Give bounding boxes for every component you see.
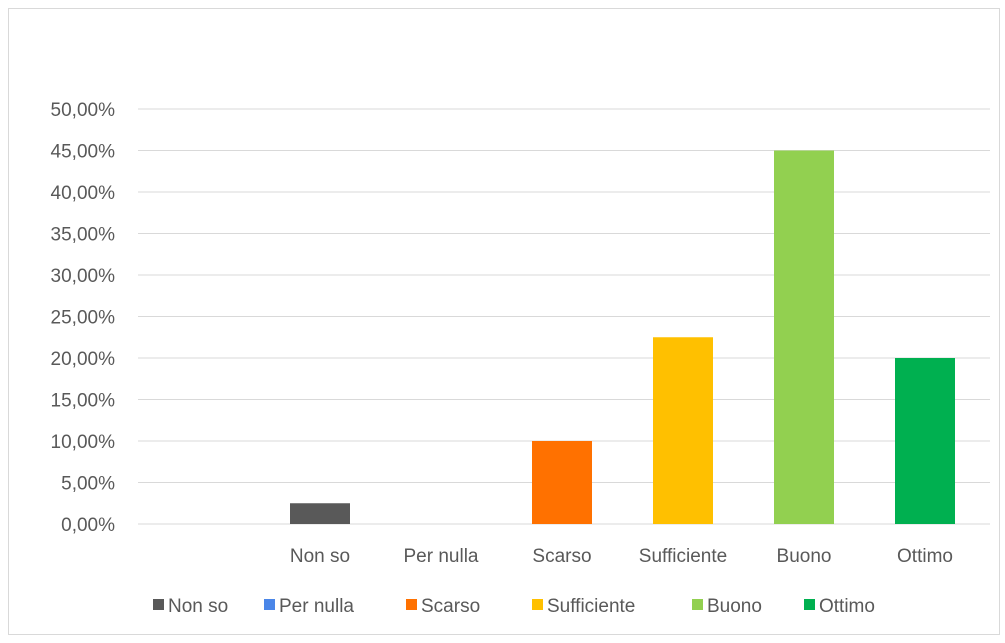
legend-label: Sufficiente xyxy=(547,596,635,617)
bar-ottimo xyxy=(895,358,955,524)
legend-swatch xyxy=(153,599,164,610)
chart-frame xyxy=(8,8,1000,635)
x-tick-label: Buono xyxy=(777,546,832,567)
y-tick-label: 20,00% xyxy=(51,349,116,370)
y-tick-label: 25,00% xyxy=(51,308,116,329)
legend-swatch xyxy=(804,599,815,610)
bar-buono xyxy=(774,150,834,524)
y-tick-label: 0,00% xyxy=(61,515,115,536)
y-tick-label: 10,00% xyxy=(51,432,116,453)
bar-non-so xyxy=(290,503,350,524)
y-tick-label: 45,00% xyxy=(51,142,116,163)
x-tick-label: Scarso xyxy=(532,546,591,567)
x-tick-label: Sufficiente xyxy=(639,546,727,567)
y-tick-label: 35,00% xyxy=(51,225,116,246)
legend-label: Scarso xyxy=(421,596,480,617)
y-tick-label: 40,00% xyxy=(51,183,116,204)
x-tick-label: Ottimo xyxy=(897,546,953,567)
x-tick-label: Non so xyxy=(290,546,350,567)
y-tick-label: 30,00% xyxy=(51,266,116,287)
legend-label: Ottimo xyxy=(819,596,875,617)
legend-swatch xyxy=(406,599,417,610)
legend-label: Per nulla xyxy=(279,596,354,617)
legend-swatch xyxy=(264,599,275,610)
y-tick-label: 5,00% xyxy=(61,474,115,495)
legend-label: Non so xyxy=(168,596,228,617)
x-tick-label: Per nulla xyxy=(404,546,479,567)
legend-swatch xyxy=(532,599,543,610)
bar-scarso xyxy=(532,441,592,524)
y-tick-label: 15,00% xyxy=(51,391,116,412)
y-tick-label: 50,00% xyxy=(51,100,116,121)
legend-label: Buono xyxy=(707,596,762,617)
bar-sufficiente xyxy=(653,337,713,524)
legend-swatch xyxy=(692,599,703,610)
